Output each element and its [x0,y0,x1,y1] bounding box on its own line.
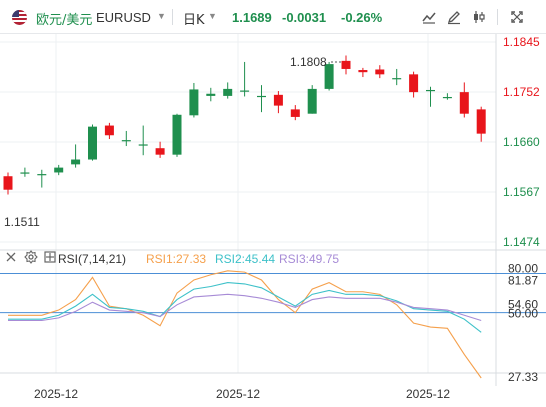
price-axis-label: 1.1660 [503,135,540,149]
candle [88,124,97,161]
candle [341,55,351,75]
candle [155,141,165,158]
candle-type-icon[interactable] [470,8,488,26]
price-change-percent: -0.26% [341,10,383,25]
candle [172,113,182,157]
low-price-label: 1.1511 [4,215,40,229]
rsi-axis-label: 81.87 [508,273,538,287]
time-axis-label: 2025-12 [34,387,78,401]
price-change: -0.0031 [282,10,327,25]
candle [273,91,283,114]
candle [121,130,131,147]
symbol-code[interactable]: EURUSD [96,10,151,25]
rsi-axis-label: 80.00 [508,261,538,275]
indicator-switch-icon[interactable] [44,250,56,267]
candle [257,85,266,113]
price-axis-label: 1.1845 [503,35,540,49]
period-dropdown-icon[interactable]: ▼ [208,11,217,21]
candle [459,82,469,118]
candle [3,172,13,195]
price-axis-label: 1.1752 [503,85,540,99]
symbol-dropdown-icon[interactable]: ▼ [157,11,166,21]
us-flag-icon [12,10,27,25]
indicator-icon[interactable] [420,8,438,26]
last-price: 1.1689 [232,10,272,25]
candle [358,67,368,78]
indicator-settings-icon[interactable] [24,250,38,267]
candle [206,87,216,102]
candle [290,105,300,121]
price-axis-label: 1.1567 [503,185,540,199]
candlestick-series [3,55,486,195]
rsi-axis-label: 27.33 [508,370,538,384]
candle [442,93,452,100]
time-axis-label: 2025-12 [216,387,260,401]
rsi2-value: RSI2:45.44 [215,252,276,266]
candle [375,65,385,79]
price-axis-label: 1.1474 [503,235,540,249]
candle [240,61,250,97]
rsi-line-rsi1 [8,270,482,379]
candle [20,167,30,177]
rsi1-value: RSI1:27.33 [146,252,207,266]
candle [409,71,419,98]
candle [71,144,81,168]
candle [476,106,486,142]
rsi-line-rsi3 [8,293,482,322]
high-price-label: 1.1808 [290,55,327,69]
rsi-axis-label: 54.60 [508,298,538,312]
draw-pen-icon[interactable] [445,8,463,26]
candle [37,169,47,188]
symbol-name-cn[interactable]: 欧元/美元 [36,13,93,28]
rsi-legend: RSI(7,14,21) RSI1:27.33 RSI2:45.44 RSI3:… [0,250,546,268]
rsi-line-rsi2 [8,282,482,333]
candle [223,82,233,99]
price-axis: 1.1845 1.1752 1.1660 1.1567 1.1474 [503,35,540,249]
candle [392,68,402,86]
close-indicator-icon[interactable] [4,250,18,267]
time-axis: 2025-12 2025-12 2025-12 [34,387,450,401]
quote-toolbar: 欧元/美元 EURUSD ▼ 日K ▼ 1.1689 -0.0031 -0.26… [0,0,546,34]
rsi-name[interactable]: RSI(7,14,21) [58,252,127,266]
time-axis-label: 2025-12 [406,387,450,401]
candle [426,86,435,107]
candle [307,85,317,114]
candle [54,164,64,176]
kline-chart[interactable]: 1.1808 1.1511 1.18451.17521.16601.15671.… [0,34,546,407]
candle [324,61,334,91]
rsi-series [0,270,546,379]
rsi3-value: RSI3:49.75 [279,252,340,266]
candle [138,125,148,156]
candle [189,82,199,118]
period-selector[interactable]: 日K [183,13,205,28]
fullscreen-icon[interactable] [508,8,526,26]
chart-grid [0,34,546,386]
rsi-axis-label: 50.00 [508,307,538,321]
candle [104,122,114,140]
